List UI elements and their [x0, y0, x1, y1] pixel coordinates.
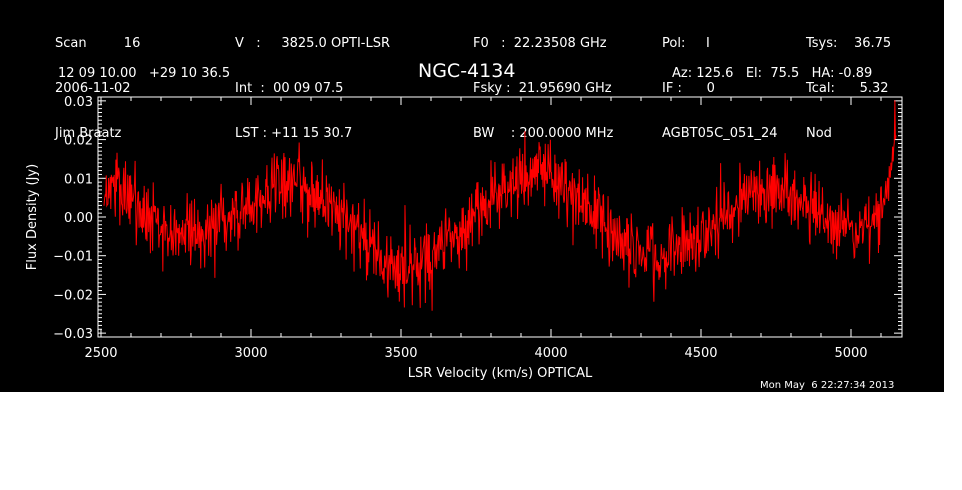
procedure-label: Nod: [806, 126, 832, 141]
header-col4: Pol: I IF : 0 AGBT05C_051_24: [662, 6, 778, 171]
timestamp: Mon May 6 22:27:34 2013: [760, 380, 895, 391]
spectrum-chart: 2500 3000 3500 4000 4500 5000 −0.03 −0.02 −0.01 0…: [25, 95, 903, 381]
y-tick-label: −0.01: [53, 250, 93, 265]
tcal-label: Tcal: 5.32: [806, 81, 889, 96]
source-coordinates: 12 09 10.00 +29 10 36.5: [58, 66, 231, 81]
x-tick-label: 4500: [684, 346, 717, 361]
y-tick-label: 0.01: [64, 172, 93, 187]
observer-label: Jim Braatz: [55, 126, 122, 141]
source-name: NGC-4134: [418, 60, 516, 82]
pointing-info: Az: 125.6 El: 75.5 HA: -0.89: [672, 66, 873, 81]
y-axis-label: Flux Density (Jy): [25, 164, 40, 270]
project-label: AGBT05C_051_24: [662, 126, 778, 141]
y-tick-label: 0.03: [64, 95, 93, 110]
integration-label: Int : 00 09 07.5: [235, 81, 344, 96]
y-tick-label: 0.02: [64, 134, 93, 149]
rest-frequency-label: F0 : 22.23508 GHz: [473, 36, 607, 51]
x-tick-label: 3500: [384, 346, 417, 361]
x-axis-label: LSR Velocity (km/s) OPTICAL: [408, 366, 593, 381]
sky-frequency-label: Fsky : 21.95690 GHz: [473, 81, 612, 96]
header-col3: F0 : 22.23508 GHz Fsky : 21.95690 GHz BW…: [473, 6, 613, 171]
polarization-label: Pol: I: [662, 36, 710, 51]
spectrum-panel: Scan 16 2006-11-02 Jim Braatz V : 3825.0…: [0, 0, 944, 392]
y-tick-label: −0.02: [53, 288, 93, 303]
spectrum-trace: [103, 100, 897, 311]
header-col5: Tsys: 36.75 Tcal: 5.32 Nod: [806, 6, 891, 171]
y-tick-label: −0.03: [53, 327, 93, 342]
x-tick-label: 3000: [234, 346, 267, 361]
x-tick-label: 5000: [834, 346, 867, 361]
bandwidth-label: BW : 200.0000 MHz: [473, 126, 614, 141]
x-tick-label: 2500: [84, 346, 117, 361]
x-tick-label: 4000: [534, 346, 567, 361]
date-label: 2006-11-02: [55, 81, 131, 96]
scan-label: Scan 16: [55, 36, 141, 51]
tsys-label: Tsys: 36.75: [806, 36, 892, 51]
if-label: IF : 0: [662, 81, 715, 96]
header-col1: Scan 16 2006-11-02 Jim Braatz: [55, 6, 140, 171]
header-col2: V : 3825.0 OPTI-LSR Int : 00 09 07.5 LST…: [235, 6, 390, 171]
y-tick-label: 0.00: [64, 211, 93, 226]
lst-label: LST : +11 15 30.7: [235, 126, 353, 141]
velocity-label: V : 3825.0 OPTI-LSR: [235, 36, 391, 51]
